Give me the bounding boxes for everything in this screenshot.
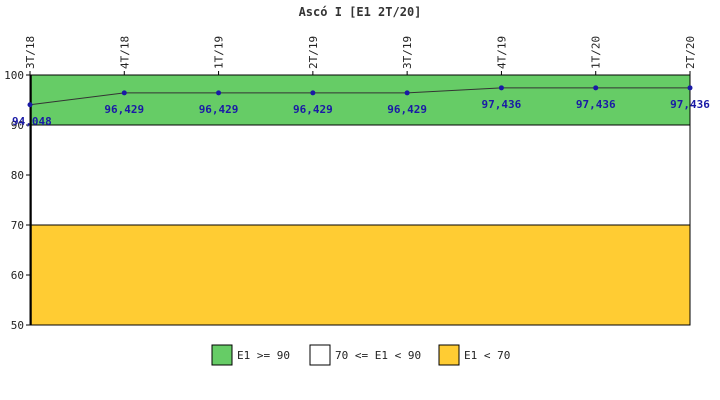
legend-swatch-2 bbox=[438, 344, 460, 366]
y-tick-label: 90 bbox=[11, 119, 24, 132]
data-label: 97,436 bbox=[576, 98, 616, 111]
plot-frame bbox=[29, 74, 691, 326]
data-label: 96,429 bbox=[293, 103, 333, 116]
legend-swatch-1 bbox=[309, 344, 331, 366]
data-label: 96,429 bbox=[104, 103, 144, 116]
legend: E1 >= 90 70 <= E1 < 90 E1 < 70 bbox=[211, 344, 510, 366]
legend-label-1: 70 <= E1 < 90 bbox=[335, 349, 421, 362]
x-tick-label: 3T/19 bbox=[401, 36, 414, 69]
y-tick-label: 100 bbox=[4, 69, 24, 82]
data-point bbox=[593, 85, 599, 91]
data-point bbox=[216, 90, 222, 96]
y-tick-label: 50 bbox=[11, 319, 24, 332]
legend-swatch-0 bbox=[211, 344, 233, 366]
chart-title: Ascó I [E1 2T/20] bbox=[299, 5, 422, 19]
x-tick-label: 4T/19 bbox=[495, 36, 508, 69]
x-tick-label: 2T/19 bbox=[307, 36, 320, 69]
data-label: 96,429 bbox=[199, 103, 239, 116]
x-tick-label: 2T/20 bbox=[684, 36, 697, 69]
band-2 bbox=[29, 224, 691, 326]
data-label: 96,429 bbox=[387, 103, 427, 116]
data-label: 94,048 bbox=[12, 115, 52, 128]
legend-label-2: E1 < 70 bbox=[464, 349, 510, 362]
data-point bbox=[310, 90, 316, 96]
data-point bbox=[121, 90, 127, 96]
series-line-0 bbox=[29, 87, 690, 106]
data-point bbox=[687, 85, 693, 91]
series-layer: 94,048 96,429 96,429 96,429 96,429 97,436 97,4… bbox=[12, 85, 710, 128]
x-tick-label: 4T/18 bbox=[118, 36, 131, 69]
x-tick-label: 1T/20 bbox=[590, 36, 603, 69]
band-0 bbox=[29, 74, 691, 126]
data-point bbox=[404, 90, 410, 96]
y-tick-label: 60 bbox=[11, 269, 24, 282]
y-tick-label: 70 bbox=[11, 219, 24, 232]
data-point bbox=[27, 102, 33, 108]
data-label: 97,436 bbox=[482, 98, 522, 111]
data-point bbox=[498, 85, 504, 91]
band-1 bbox=[29, 124, 691, 226]
x-tick-label: 3T/18 bbox=[24, 36, 37, 69]
data-label: 97,436 bbox=[670, 98, 710, 111]
y-tick-label: 80 bbox=[11, 169, 24, 182]
x-tick-label: 1T/19 bbox=[213, 36, 226, 69]
threshold-bands bbox=[29, 74, 691, 326]
legend-label-0: E1 >= 90 bbox=[237, 349, 290, 362]
